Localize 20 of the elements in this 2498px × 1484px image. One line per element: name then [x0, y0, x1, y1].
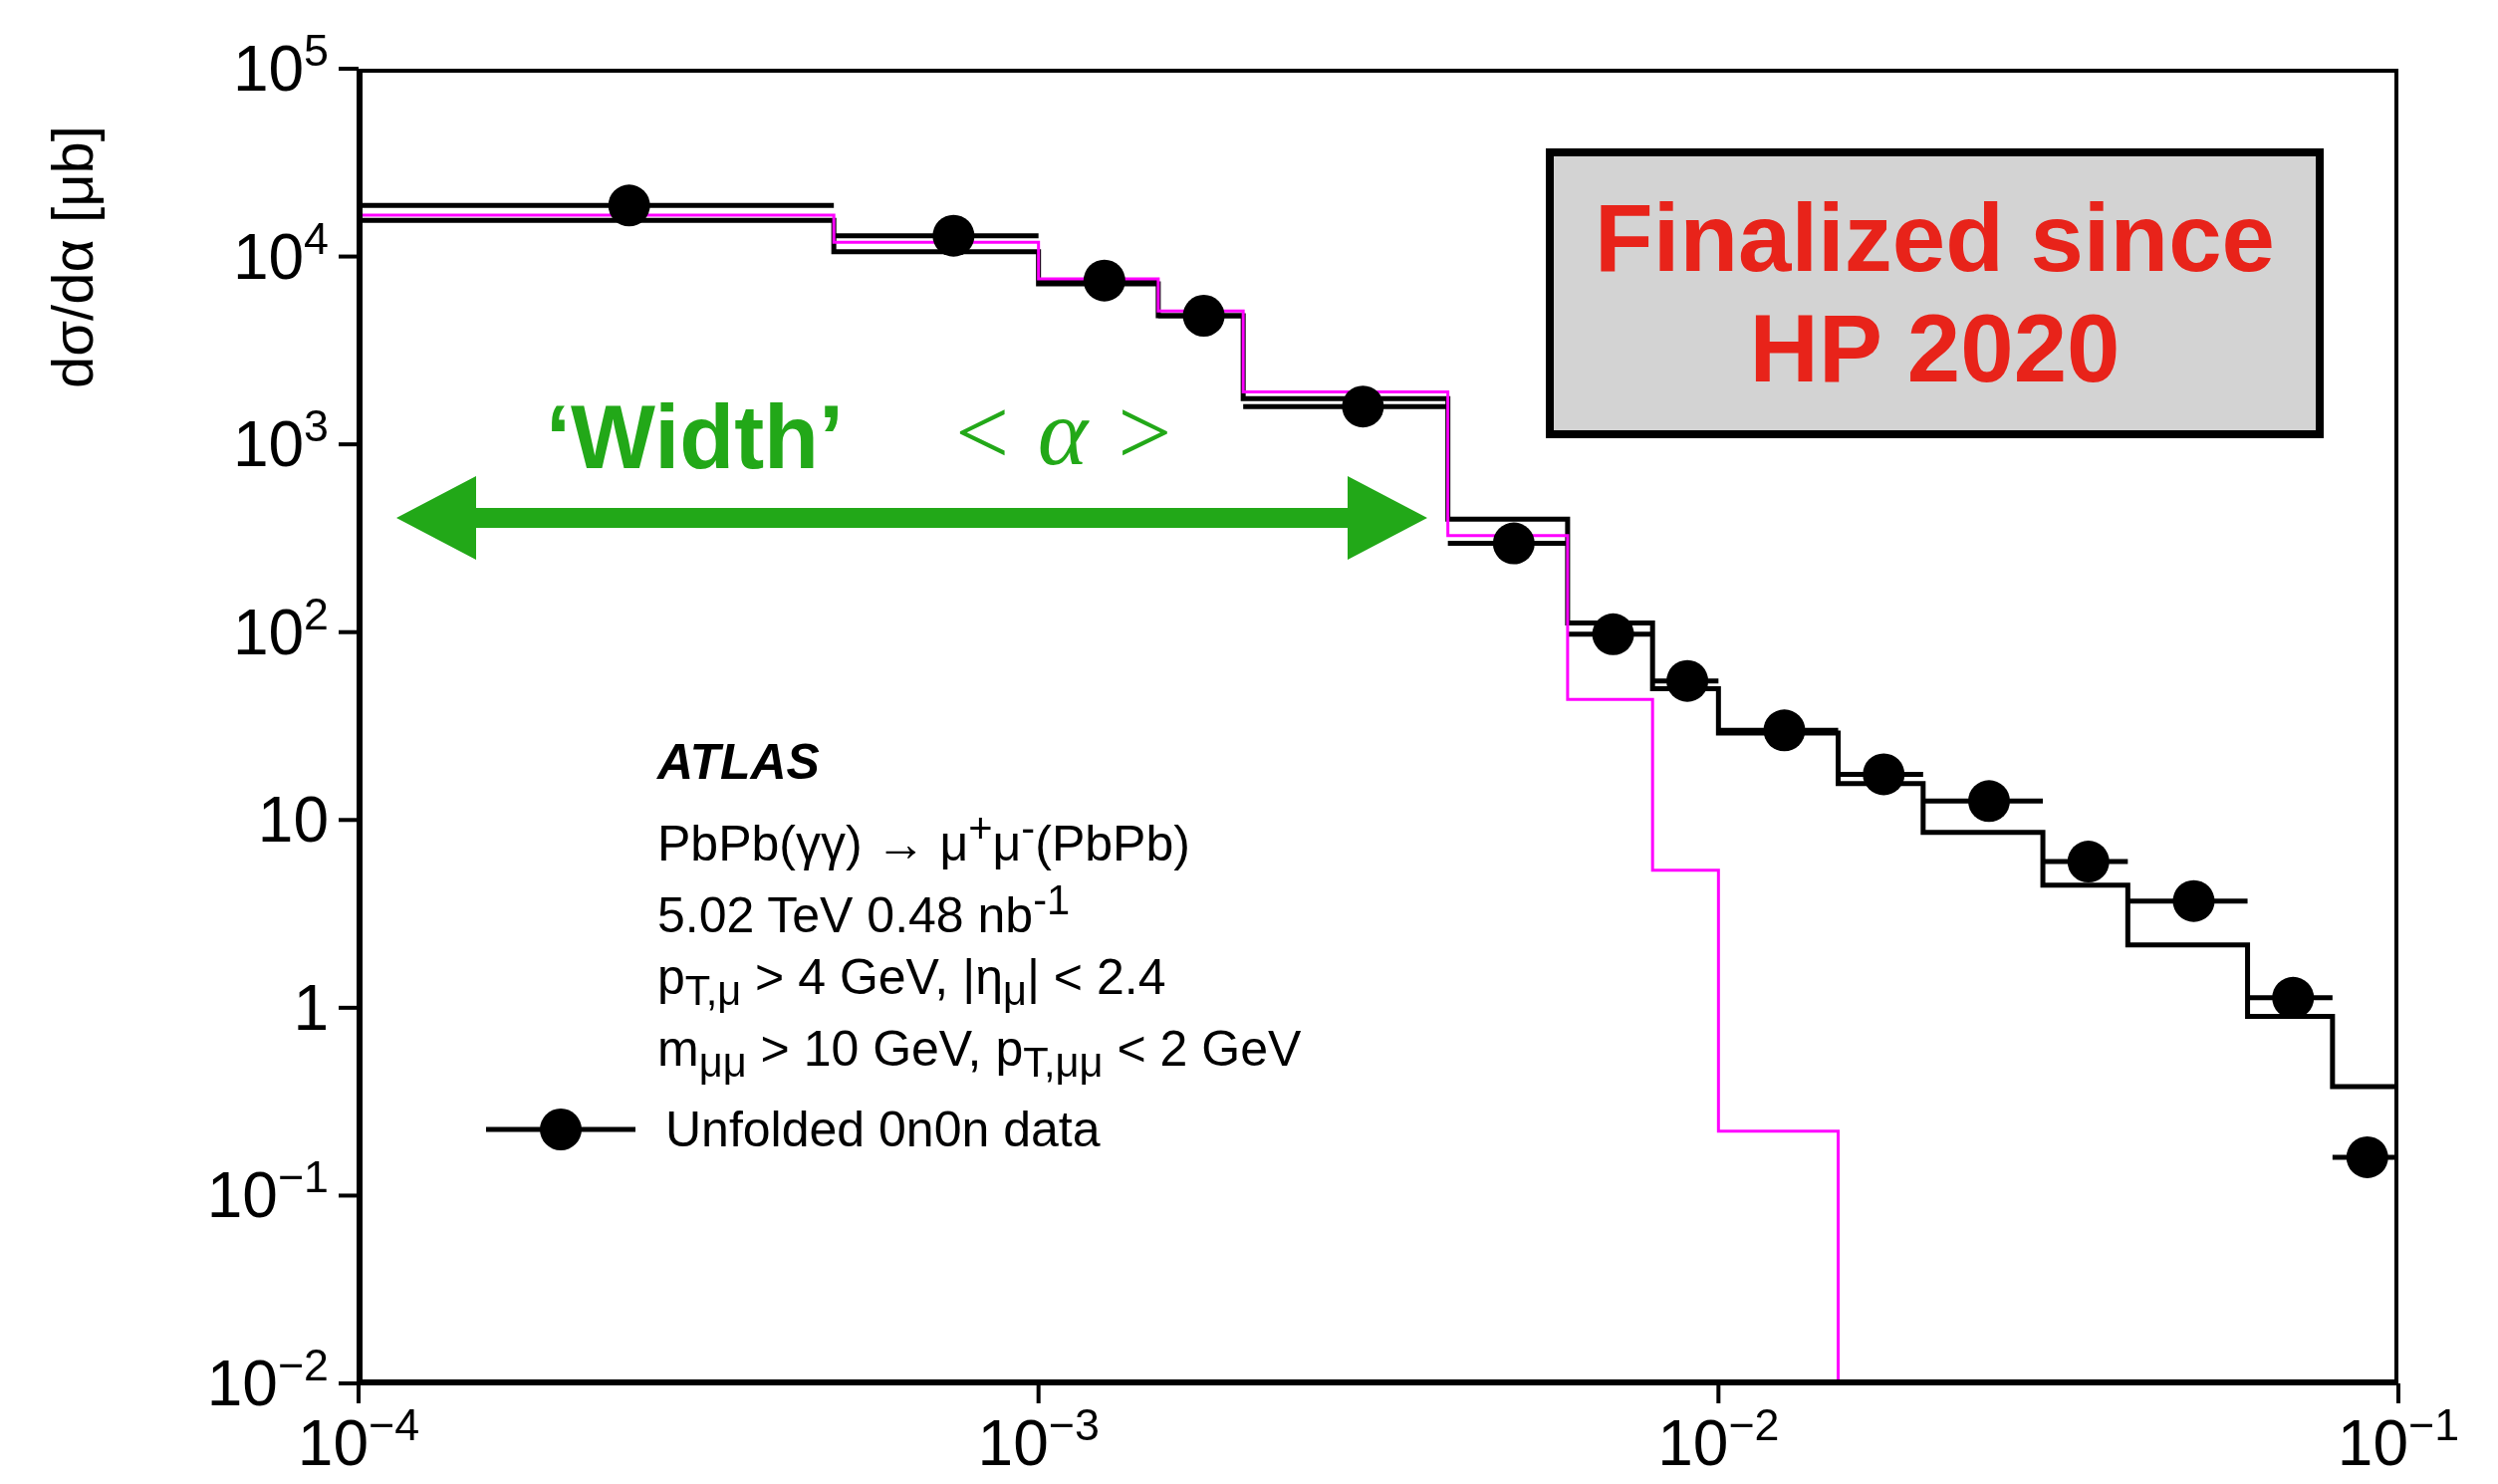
annotation: < α > [949, 378, 1176, 485]
x-tick-label: 10$^{−3}$ [977, 1399, 1100, 1479]
y-tick-label: 1 [293, 971, 329, 1044]
x-tick-label: 10$^{−2}$ [1657, 1399, 1780, 1479]
x-tick-label: 10$^{−1}$ [2337, 1399, 2460, 1479]
legend-label: Unfolded 0n0n data [665, 1101, 1101, 1158]
y-tick-label: 10$^{−1}$ [206, 1151, 329, 1232]
annotation: ‘Width’ [546, 387, 845, 487]
y-axis-title: dσ/dα [μb] [39, 125, 105, 388]
y-tick-label: 10$^{5}$ [232, 25, 329, 105]
annotation: m$_{μμ}$ > 10 GeV, p$_{T,μμ}$ < 2 GeV [657, 1021, 1302, 1086]
annotation: PbPb(γγ) → μ$^{+}$μ$^{-}$(PbPb) [657, 805, 1190, 871]
annotation: p$_{T,μ}$ > 4 GeV, |η$_{μ}$| < 2.4 [657, 949, 1166, 1014]
annotation: 5.02 TeV 0.48 nb$^{-1}$ [657, 876, 1071, 943]
y-tick-label: 10$^{3}$ [232, 400, 329, 481]
y-tick-label: 10$^{2}$ [232, 588, 329, 668]
y-tick-label: 10$^{4}$ [232, 212, 329, 293]
annotation: Finalized since HP 2020 [1594, 183, 2276, 403]
annotation: ATLAS [657, 734, 820, 790]
y-tick-label: 10 [257, 784, 329, 857]
